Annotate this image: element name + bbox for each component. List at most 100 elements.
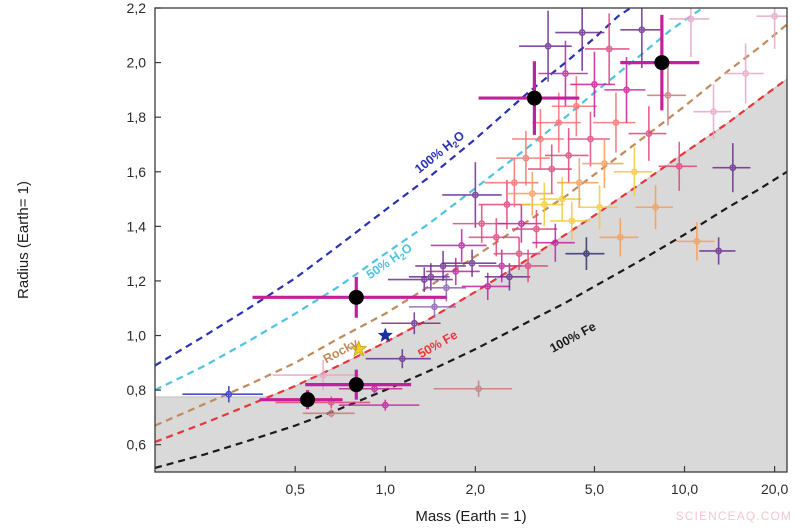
data-point-marker	[522, 154, 530, 162]
highlight-point	[620, 14, 700, 111]
data-point-marker	[558, 195, 566, 203]
data-point-errorbar	[756, 8, 787, 49]
data-point-errorbar	[567, 111, 610, 167]
data-point-marker	[562, 70, 569, 77]
y-tick-label: 0,6	[127, 437, 147, 453]
highlight-marker	[526, 90, 542, 106]
plot-frame	[154, 7, 788, 473]
data-point-errorbar	[604, 57, 646, 123]
y-tick-label: 1,6	[127, 164, 147, 180]
data-point-errorbar	[585, 13, 630, 85]
data-point-marker	[587, 135, 594, 143]
highlight-point	[259, 390, 343, 410]
data-point-marker	[510, 179, 518, 187]
y-tick-label: 1,0	[127, 328, 147, 344]
data-point-marker	[565, 151, 573, 159]
data-point-marker	[715, 247, 723, 255]
data-point-marker	[319, 371, 327, 379]
data-point-marker	[652, 203, 659, 211]
composition-curve-100-h2o	[155, 8, 632, 367]
data-point-errorbar	[545, 128, 589, 183]
data-point-marker	[572, 102, 580, 110]
data-point-errorbar	[699, 237, 736, 265]
data-point-marker	[537, 135, 544, 143]
data-point-marker	[601, 160, 608, 167]
data-point-errorbar	[724, 43, 764, 104]
data-point-errorbar	[669, 8, 710, 58]
data-point-marker	[638, 26, 646, 34]
data-point-errorbar	[484, 263, 531, 291]
data-point-errorbar	[442, 249, 497, 277]
data-point-marker	[484, 282, 492, 290]
data-point-errorbar	[497, 204, 542, 243]
data-point-marker	[687, 15, 695, 23]
data-point-errorbar	[555, 8, 605, 71]
data-point-marker	[225, 390, 233, 398]
data-point-marker	[478, 220, 486, 228]
data-point-marker	[381, 401, 389, 409]
data-point-errorbar	[504, 249, 549, 283]
data-point-marker	[548, 165, 556, 173]
x-tick-label: 20,0	[761, 481, 788, 497]
highlight-point	[478, 61, 580, 135]
data-point-errorbar	[532, 223, 575, 262]
data-point-marker	[591, 81, 598, 88]
solar-system-marker-venus	[350, 340, 368, 357]
y-axis-title: Radius (Earth= 1)	[15, 181, 32, 299]
highlight-point	[305, 369, 412, 400]
data-point-marker	[524, 262, 532, 270]
highlight-marker	[654, 55, 670, 71]
data-point-errorbar	[442, 162, 502, 228]
data-point-marker	[515, 250, 523, 258]
data-point-marker	[612, 119, 620, 127]
plot-content	[155, 8, 787, 472]
data-point-errorbar	[338, 399, 420, 411]
data-point-errorbar	[599, 218, 639, 257]
data-point-marker	[771, 12, 779, 20]
data-point-marker	[458, 242, 466, 249]
data-point-errorbar	[676, 222, 715, 261]
data-point-marker	[503, 201, 511, 208]
data-point-errorbar	[493, 237, 541, 271]
y-axis-title-group: Radius (Earth= 1)	[15, 181, 32, 299]
data-point-marker	[528, 190, 536, 197]
data-point-marker	[583, 250, 590, 258]
x-tick-label: 2,0	[466, 481, 486, 497]
data-point-errorbar	[532, 92, 581, 153]
data-point-errorbar	[693, 84, 732, 140]
highlight-marker	[348, 289, 364, 305]
data-point-errorbar	[521, 182, 564, 227]
data-point-errorbar	[528, 144, 572, 194]
data-point-errorbar	[582, 139, 624, 189]
data-point-errorbar	[565, 237, 605, 271]
data-point-marker	[492, 233, 500, 241]
data-point-marker	[605, 45, 613, 53]
data-point-errorbar	[506, 171, 554, 216]
data-point-marker	[475, 385, 482, 393]
y-tick-label: 1,4	[127, 218, 147, 234]
data-point-marker	[471, 191, 479, 199]
data-point-marker	[631, 168, 638, 176]
data-point-errorbar	[712, 143, 751, 193]
data-point-errorbar	[365, 349, 431, 369]
data-point-marker	[710, 108, 717, 116]
data-point-errorbar	[551, 76, 598, 137]
data-point-errorbar	[468, 218, 520, 257]
y-tick-label: 2,0	[127, 55, 147, 71]
data-point-errorbar	[628, 106, 667, 161]
data-point-errorbar	[433, 380, 512, 397]
y-tick-label: 1,2	[127, 273, 147, 289]
data-point-marker	[498, 262, 506, 270]
data-point-errorbar	[539, 177, 582, 221]
data-point-marker	[616, 233, 624, 241]
data-point-errorbar	[408, 295, 456, 318]
data-point-errorbar	[511, 209, 558, 249]
data-point-marker	[540, 201, 548, 208]
solar-system-marker-earth	[377, 327, 393, 342]
data-point-errorbar	[182, 386, 263, 403]
data-point-marker	[442, 284, 450, 292]
data-point-errorbar	[635, 185, 673, 230]
y-tick-label: 2,2	[127, 0, 147, 16]
data-point-marker	[431, 303, 438, 311]
